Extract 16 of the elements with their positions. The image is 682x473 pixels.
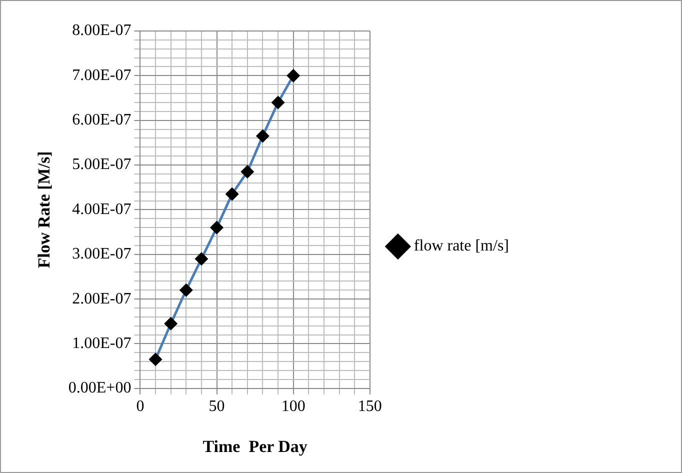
y-tick-label: 4.00E-07 (72, 200, 132, 218)
x-axis-title: Time Per Day (202, 437, 308, 456)
y-tick-label: 3.00E-07 (72, 246, 132, 263)
y-tick-label: 5.00E-07 (72, 156, 132, 174)
y-tick-label: 2.00E-07 (72, 290, 132, 308)
y-axis-title: Flow Rate [M/s] (34, 151, 54, 268)
x-tick-label: 150 (358, 398, 382, 416)
y-tick-label: 8.00E-07 (72, 22, 132, 40)
x-tick-label: 50 (208, 398, 225, 416)
y-tick-label: 6.00E-07 (72, 112, 132, 129)
legend-label: flow rate [m/s] (414, 238, 509, 255)
y-tick-label: 1.00E-07 (72, 334, 132, 352)
y-tick-label: 7.00E-07 (72, 66, 132, 84)
y-tick-label: 0.00E+00 (68, 380, 132, 397)
x-tick-label: 100 (281, 398, 306, 416)
x-tick-label: 0 (136, 398, 144, 416)
